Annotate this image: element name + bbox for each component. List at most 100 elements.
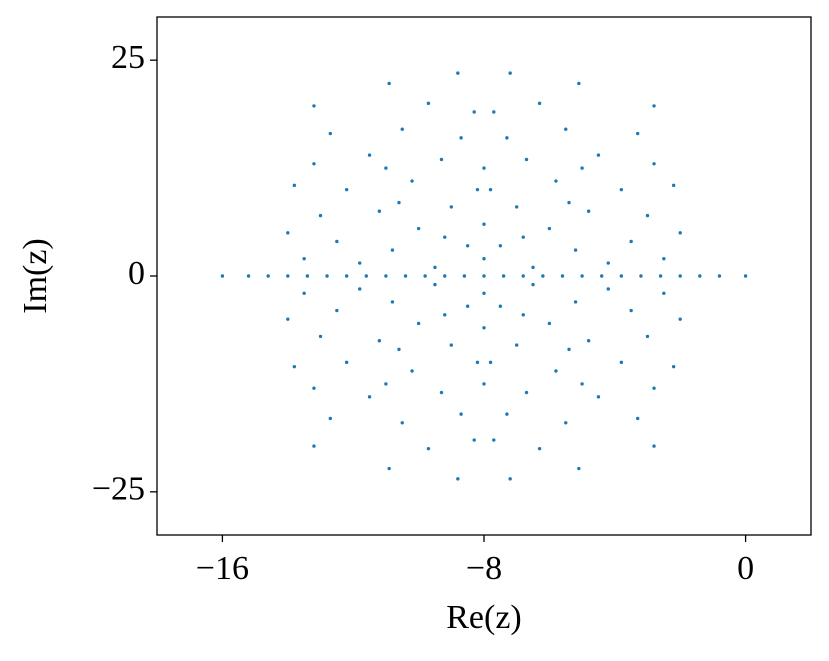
- point: [645, 213, 650, 218]
- point: [717, 274, 722, 278]
- point: [564, 127, 568, 131]
- point: [286, 317, 290, 321]
- point: [498, 304, 503, 308]
- point: [482, 326, 486, 330]
- point: [449, 343, 453, 347]
- point: [577, 466, 581, 471]
- point: [521, 274, 525, 278]
- plot-frame: [156, 16, 812, 536]
- point: [524, 157, 529, 162]
- point: [662, 291, 666, 295]
- point: [472, 110, 476, 114]
- point: [488, 360, 493, 365]
- point: [384, 382, 388, 386]
- point: [439, 390, 444, 395]
- point: [492, 438, 496, 442]
- point: [515, 205, 519, 209]
- point: [286, 231, 290, 235]
- point: [367, 395, 372, 399]
- point: [501, 274, 506, 278]
- point: [564, 421, 568, 425]
- point: [387, 81, 391, 86]
- point: [410, 179, 414, 183]
- point: [652, 444, 656, 448]
- point: [505, 136, 509, 140]
- point: [492, 110, 496, 114]
- point: [488, 187, 493, 192]
- point: [367, 153, 372, 157]
- point: [472, 438, 476, 442]
- point: [475, 187, 480, 192]
- point: [573, 300, 578, 304]
- point: [318, 334, 323, 339]
- point: [635, 131, 640, 136]
- point: [537, 101, 542, 106]
- y-axis-label: Im(z): [17, 238, 54, 314]
- point: [567, 347, 571, 352]
- point: [508, 71, 512, 75]
- point: [416, 321, 421, 326]
- point: [652, 104, 656, 108]
- point: [629, 308, 633, 313]
- point: [482, 166, 486, 170]
- point: [482, 382, 486, 386]
- point: [475, 360, 480, 365]
- point: [377, 209, 382, 213]
- point: [586, 339, 591, 343]
- point: [606, 287, 610, 291]
- point: [596, 153, 601, 157]
- point: [220, 274, 225, 278]
- y-tick-label: −25: [92, 471, 145, 508]
- point: [645, 334, 650, 339]
- point: [318, 213, 323, 218]
- point: [547, 321, 552, 326]
- point: [384, 166, 388, 170]
- point: [439, 157, 444, 162]
- point: [652, 386, 656, 390]
- point: [400, 421, 404, 425]
- point: [443, 235, 447, 239]
- point: [678, 231, 682, 235]
- point: [312, 444, 316, 448]
- point: [560, 274, 565, 278]
- point: [456, 71, 460, 75]
- point: [482, 222, 486, 226]
- point: [400, 127, 404, 131]
- point: [335, 308, 339, 313]
- point: [580, 274, 584, 278]
- point: [305, 274, 310, 278]
- point: [600, 274, 604, 278]
- point: [521, 235, 525, 239]
- point: [397, 347, 401, 352]
- point: [292, 364, 297, 369]
- point: [606, 261, 610, 265]
- point: [465, 304, 470, 308]
- point: [325, 274, 329, 278]
- point: [286, 274, 290, 278]
- x-axis-label: Re(z): [446, 599, 522, 636]
- point: [443, 313, 447, 317]
- point: [344, 187, 349, 192]
- point: [580, 166, 584, 170]
- point: [443, 274, 447, 278]
- point: [302, 257, 306, 261]
- point: [671, 364, 676, 369]
- point: [433, 282, 437, 287]
- point: [567, 200, 571, 205]
- point: [246, 274, 251, 278]
- point: [678, 274, 682, 278]
- point: [312, 104, 316, 108]
- point: [537, 446, 542, 451]
- point: [403, 274, 408, 278]
- point: [335, 239, 339, 244]
- point: [541, 274, 545, 278]
- point: [547, 226, 552, 231]
- y-tick-label: 25: [111, 39, 145, 76]
- point: [524, 390, 529, 395]
- point: [384, 274, 388, 278]
- point: [377, 339, 382, 343]
- point: [433, 265, 437, 270]
- point: [344, 360, 349, 365]
- point: [426, 101, 431, 106]
